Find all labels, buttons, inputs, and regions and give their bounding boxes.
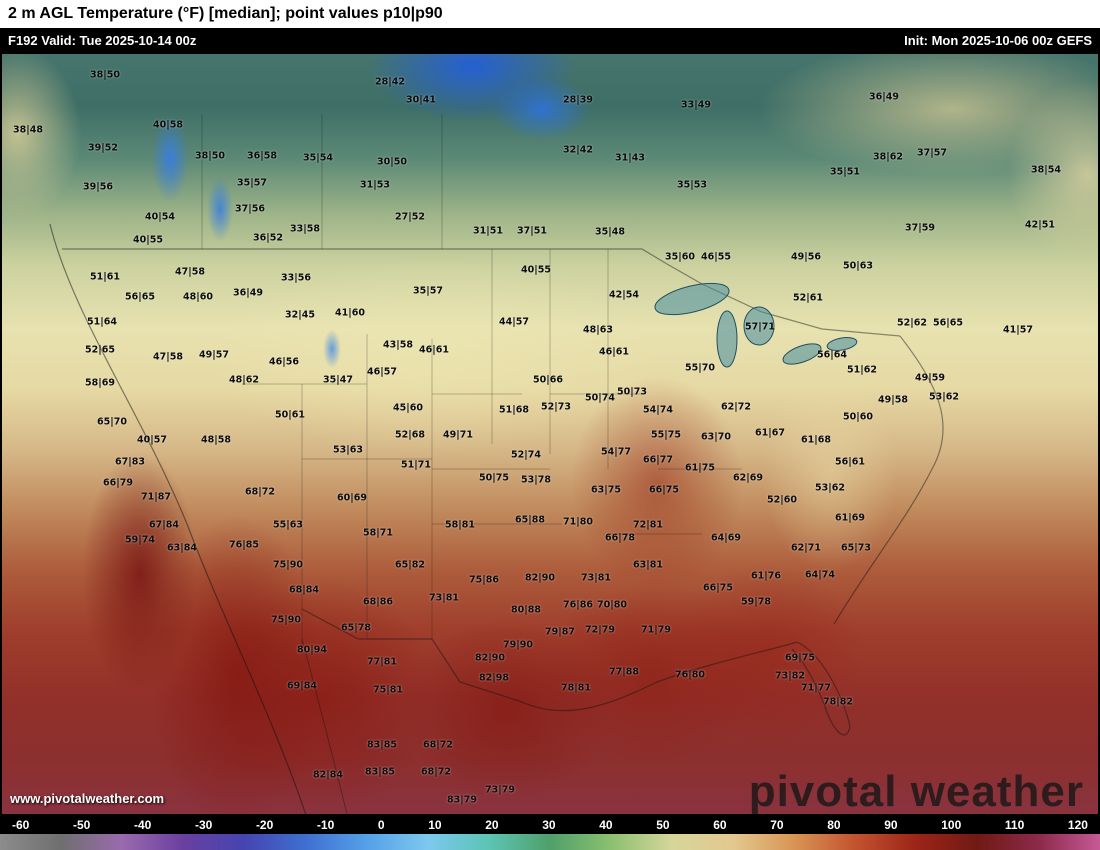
colorbar-gradient [0, 834, 1100, 850]
colorbar-tick-label: 50 [656, 818, 670, 832]
url-watermark: www.pivotalweather.com [10, 791, 165, 806]
brand-watermark: pivotal weather [748, 767, 1084, 816]
colorbar-tick-label: 90 [884, 818, 898, 832]
temperature-colorbar: -60 -50 -40 -30 -20 -10 0 10 20 30 40 50 60 70 80 90 100… [0, 816, 1100, 850]
colorbar-tick-label: 100 [941, 818, 962, 832]
colorbar-tick-label: 110 [1004, 818, 1025, 832]
colorbar-tick-label: -60 [12, 818, 30, 832]
colorbar-tick-label: 70 [770, 818, 784, 832]
colorbar-tick-label: 80 [827, 818, 841, 832]
map-meta-bar: F192 Valid: Tue 2025-10-14 00z Init: Mon… [0, 28, 1100, 52]
init-time-label: Init: Mon 2025-10-06 00z GEFS [904, 32, 1092, 48]
colorbar-tick-label: -20 [255, 818, 274, 832]
colorbar-tick-label: 30 [542, 818, 556, 832]
colorbar-tick-label: -50 [72, 818, 91, 832]
colorbar-tick-label: 40 [599, 818, 613, 832]
temperature-field [2, 54, 1098, 814]
colorbar-tick-label: -10 [316, 818, 335, 832]
colorbar-tick-label: -40 [133, 818, 152, 832]
map-title-bar: 2 m AGL Temperature (°F) [median]; point… [0, 0, 1100, 28]
state-borders-overlay [49, 114, 944, 814]
colorbar-tick-label: 0 [377, 818, 385, 832]
colorbar-tick-label: 60 [713, 818, 727, 832]
colorbar-tick-label: 10 [428, 818, 442, 832]
map-canvas: pivotal weather www.pivotalweather.com [0, 52, 1100, 816]
colorbar-tick-label: -30 [194, 818, 213, 832]
map-title: 2 m AGL Temperature (°F) [median]; point… [8, 5, 443, 22]
colorbar-tick-label: 120 [1067, 818, 1088, 832]
colorbar-ticks: -60 -50 -40 -30 -20 -10 0 10 20 30 40 50 60 70 80 90 100… [0, 816, 1100, 834]
valid-time-label: F192 Valid: Tue 2025-10-14 00z [8, 32, 197, 48]
colorbar-tick-label: 20 [485, 818, 499, 832]
